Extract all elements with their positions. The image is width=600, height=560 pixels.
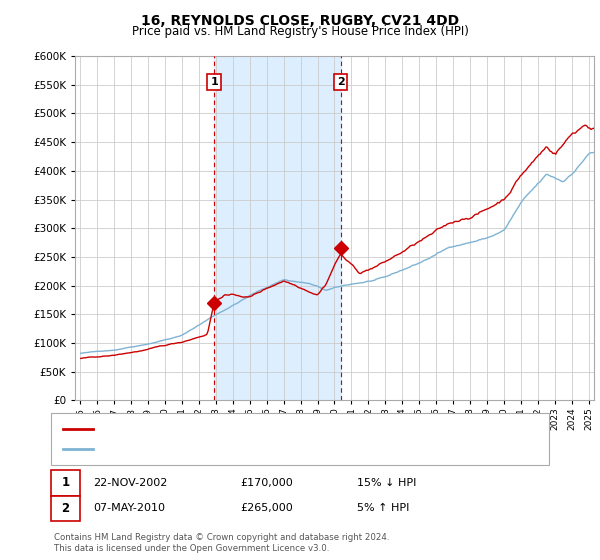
Text: 16, REYNOLDS CLOSE, RUGBY, CV21 4DD: 16, REYNOLDS CLOSE, RUGBY, CV21 4DD bbox=[141, 14, 459, 28]
Text: 22-NOV-2002: 22-NOV-2002 bbox=[93, 478, 167, 488]
Text: £170,000: £170,000 bbox=[240, 478, 293, 488]
Text: Price paid vs. HM Land Registry's House Price Index (HPI): Price paid vs. HM Land Registry's House … bbox=[131, 25, 469, 38]
Text: 2: 2 bbox=[61, 502, 70, 515]
Text: 2: 2 bbox=[337, 77, 344, 87]
Text: 16, REYNOLDS CLOSE, RUGBY, CV21 4DD (detached house): 16, REYNOLDS CLOSE, RUGBY, CV21 4DD (det… bbox=[99, 424, 425, 434]
Text: £265,000: £265,000 bbox=[240, 503, 293, 514]
Text: 07-MAY-2010: 07-MAY-2010 bbox=[93, 503, 165, 514]
Text: 1: 1 bbox=[61, 476, 70, 489]
Text: HPI: Average price, detached house, Rugby: HPI: Average price, detached house, Rugb… bbox=[99, 444, 336, 454]
Bar bbox=[214, 56, 341, 400]
Text: 15% ↓ HPI: 15% ↓ HPI bbox=[357, 478, 416, 488]
Text: Contains HM Land Registry data © Crown copyright and database right 2024.
This d: Contains HM Land Registry data © Crown c… bbox=[54, 533, 389, 553]
Text: 5% ↑ HPI: 5% ↑ HPI bbox=[357, 503, 409, 514]
Text: 1: 1 bbox=[210, 77, 218, 87]
